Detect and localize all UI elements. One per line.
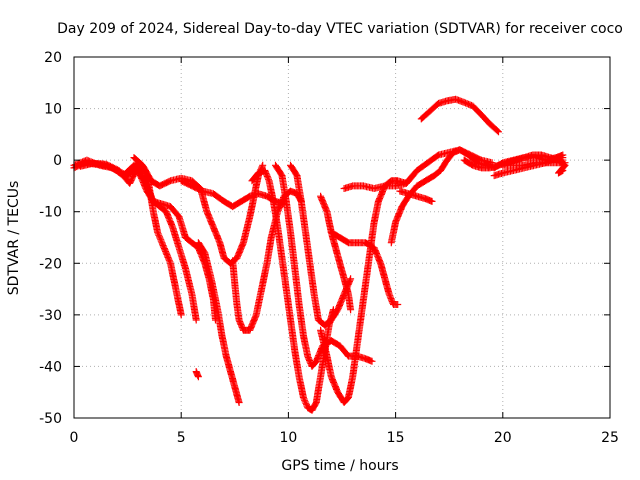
x-axis-label: GPS time / hours xyxy=(281,458,398,474)
series-arc-21 xyxy=(499,159,569,169)
data-point-markers xyxy=(194,239,243,406)
data-point-markers xyxy=(327,228,402,308)
data-point-markers xyxy=(192,368,202,381)
x-tick-label: 0 xyxy=(70,430,79,446)
y-tick-label: -40 xyxy=(39,359,62,375)
data-point-markers xyxy=(417,95,502,136)
data-point-markers xyxy=(287,161,355,329)
series-arc-11 xyxy=(287,161,355,329)
y-tick-label: -30 xyxy=(39,308,62,324)
y-tick-label: -50 xyxy=(39,411,62,427)
y-tick-label: -10 xyxy=(39,205,62,221)
y-axis-label: SDTVAR / TECUs xyxy=(6,181,22,296)
data-layer xyxy=(70,95,569,414)
x-tick-label: 25 xyxy=(601,430,619,446)
tick-layer: 0 5 10 15 20 25 -50 -40 -30 -20 -10 0 10 20 xyxy=(39,50,619,446)
x-tick-label: 10 xyxy=(279,430,297,446)
series-arc-17 xyxy=(396,187,436,205)
data-point-markers xyxy=(499,159,569,169)
data-point-markers xyxy=(396,187,436,205)
y-tick-label: 0 xyxy=(53,153,62,169)
x-tick-label: 20 xyxy=(494,430,512,446)
plot-frame xyxy=(73,56,611,419)
y-tick-label: -20 xyxy=(39,256,62,272)
series-arc-05 xyxy=(194,239,243,406)
x-tick-label: 15 xyxy=(387,430,405,446)
series-arc-06 xyxy=(192,368,202,381)
chart-title: Day 209 of 2024, Sidereal Day-to-day VTE… xyxy=(57,21,623,37)
series-arc-14 xyxy=(327,228,402,308)
y-tick-label: 10 xyxy=(44,102,62,118)
x-tick-label: 5 xyxy=(177,430,186,446)
series-arc-18 xyxy=(417,95,502,136)
y-tick-label: 20 xyxy=(44,50,62,66)
